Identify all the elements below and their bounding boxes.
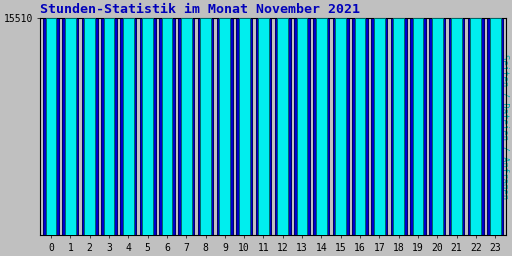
Y-axis label: Seiten / Dateien / Anfragen: Seiten / Dateien / Anfragen [500, 54, 508, 199]
Bar [142, 18, 153, 235]
Bar [413, 18, 423, 235]
Bar [84, 18, 95, 235]
Bar [275, 18, 291, 235]
Bar [294, 18, 310, 235]
Bar [181, 18, 191, 235]
Bar [103, 18, 114, 235]
Bar [217, 18, 233, 235]
Bar [393, 18, 404, 235]
Bar [352, 18, 368, 235]
Text: Stunden-Statistik im Monat November 2021: Stunden-Statistik im Monat November 2021 [40, 4, 360, 16]
Bar [255, 18, 271, 235]
Bar [46, 18, 56, 235]
Bar [410, 18, 426, 235]
Bar [62, 18, 78, 235]
Bar [120, 18, 136, 235]
Bar [82, 18, 98, 235]
Bar [278, 18, 288, 235]
Bar [429, 18, 445, 235]
Bar [200, 18, 211, 235]
Bar [258, 18, 269, 235]
Bar [198, 18, 214, 235]
Bar [65, 18, 76, 235]
Bar [101, 18, 117, 235]
Bar [159, 18, 175, 235]
Bar [333, 18, 349, 235]
Bar [296, 18, 308, 235]
Bar [449, 18, 464, 235]
Bar [178, 18, 194, 235]
Bar [451, 18, 462, 235]
Bar [487, 18, 503, 235]
Bar [123, 18, 134, 235]
Bar [239, 18, 249, 235]
Bar [355, 18, 366, 235]
Bar [391, 18, 407, 235]
Bar [43, 18, 59, 235]
Bar [162, 18, 173, 235]
Bar [471, 18, 481, 235]
Bar [140, 18, 156, 235]
Bar [371, 18, 387, 235]
Bar [490, 18, 501, 235]
Bar [313, 18, 329, 235]
Bar [335, 18, 346, 235]
Bar [316, 18, 327, 235]
Bar [374, 18, 385, 235]
Bar [220, 18, 230, 235]
Bar [468, 18, 484, 235]
Bar [236, 18, 252, 235]
Bar [432, 18, 442, 235]
